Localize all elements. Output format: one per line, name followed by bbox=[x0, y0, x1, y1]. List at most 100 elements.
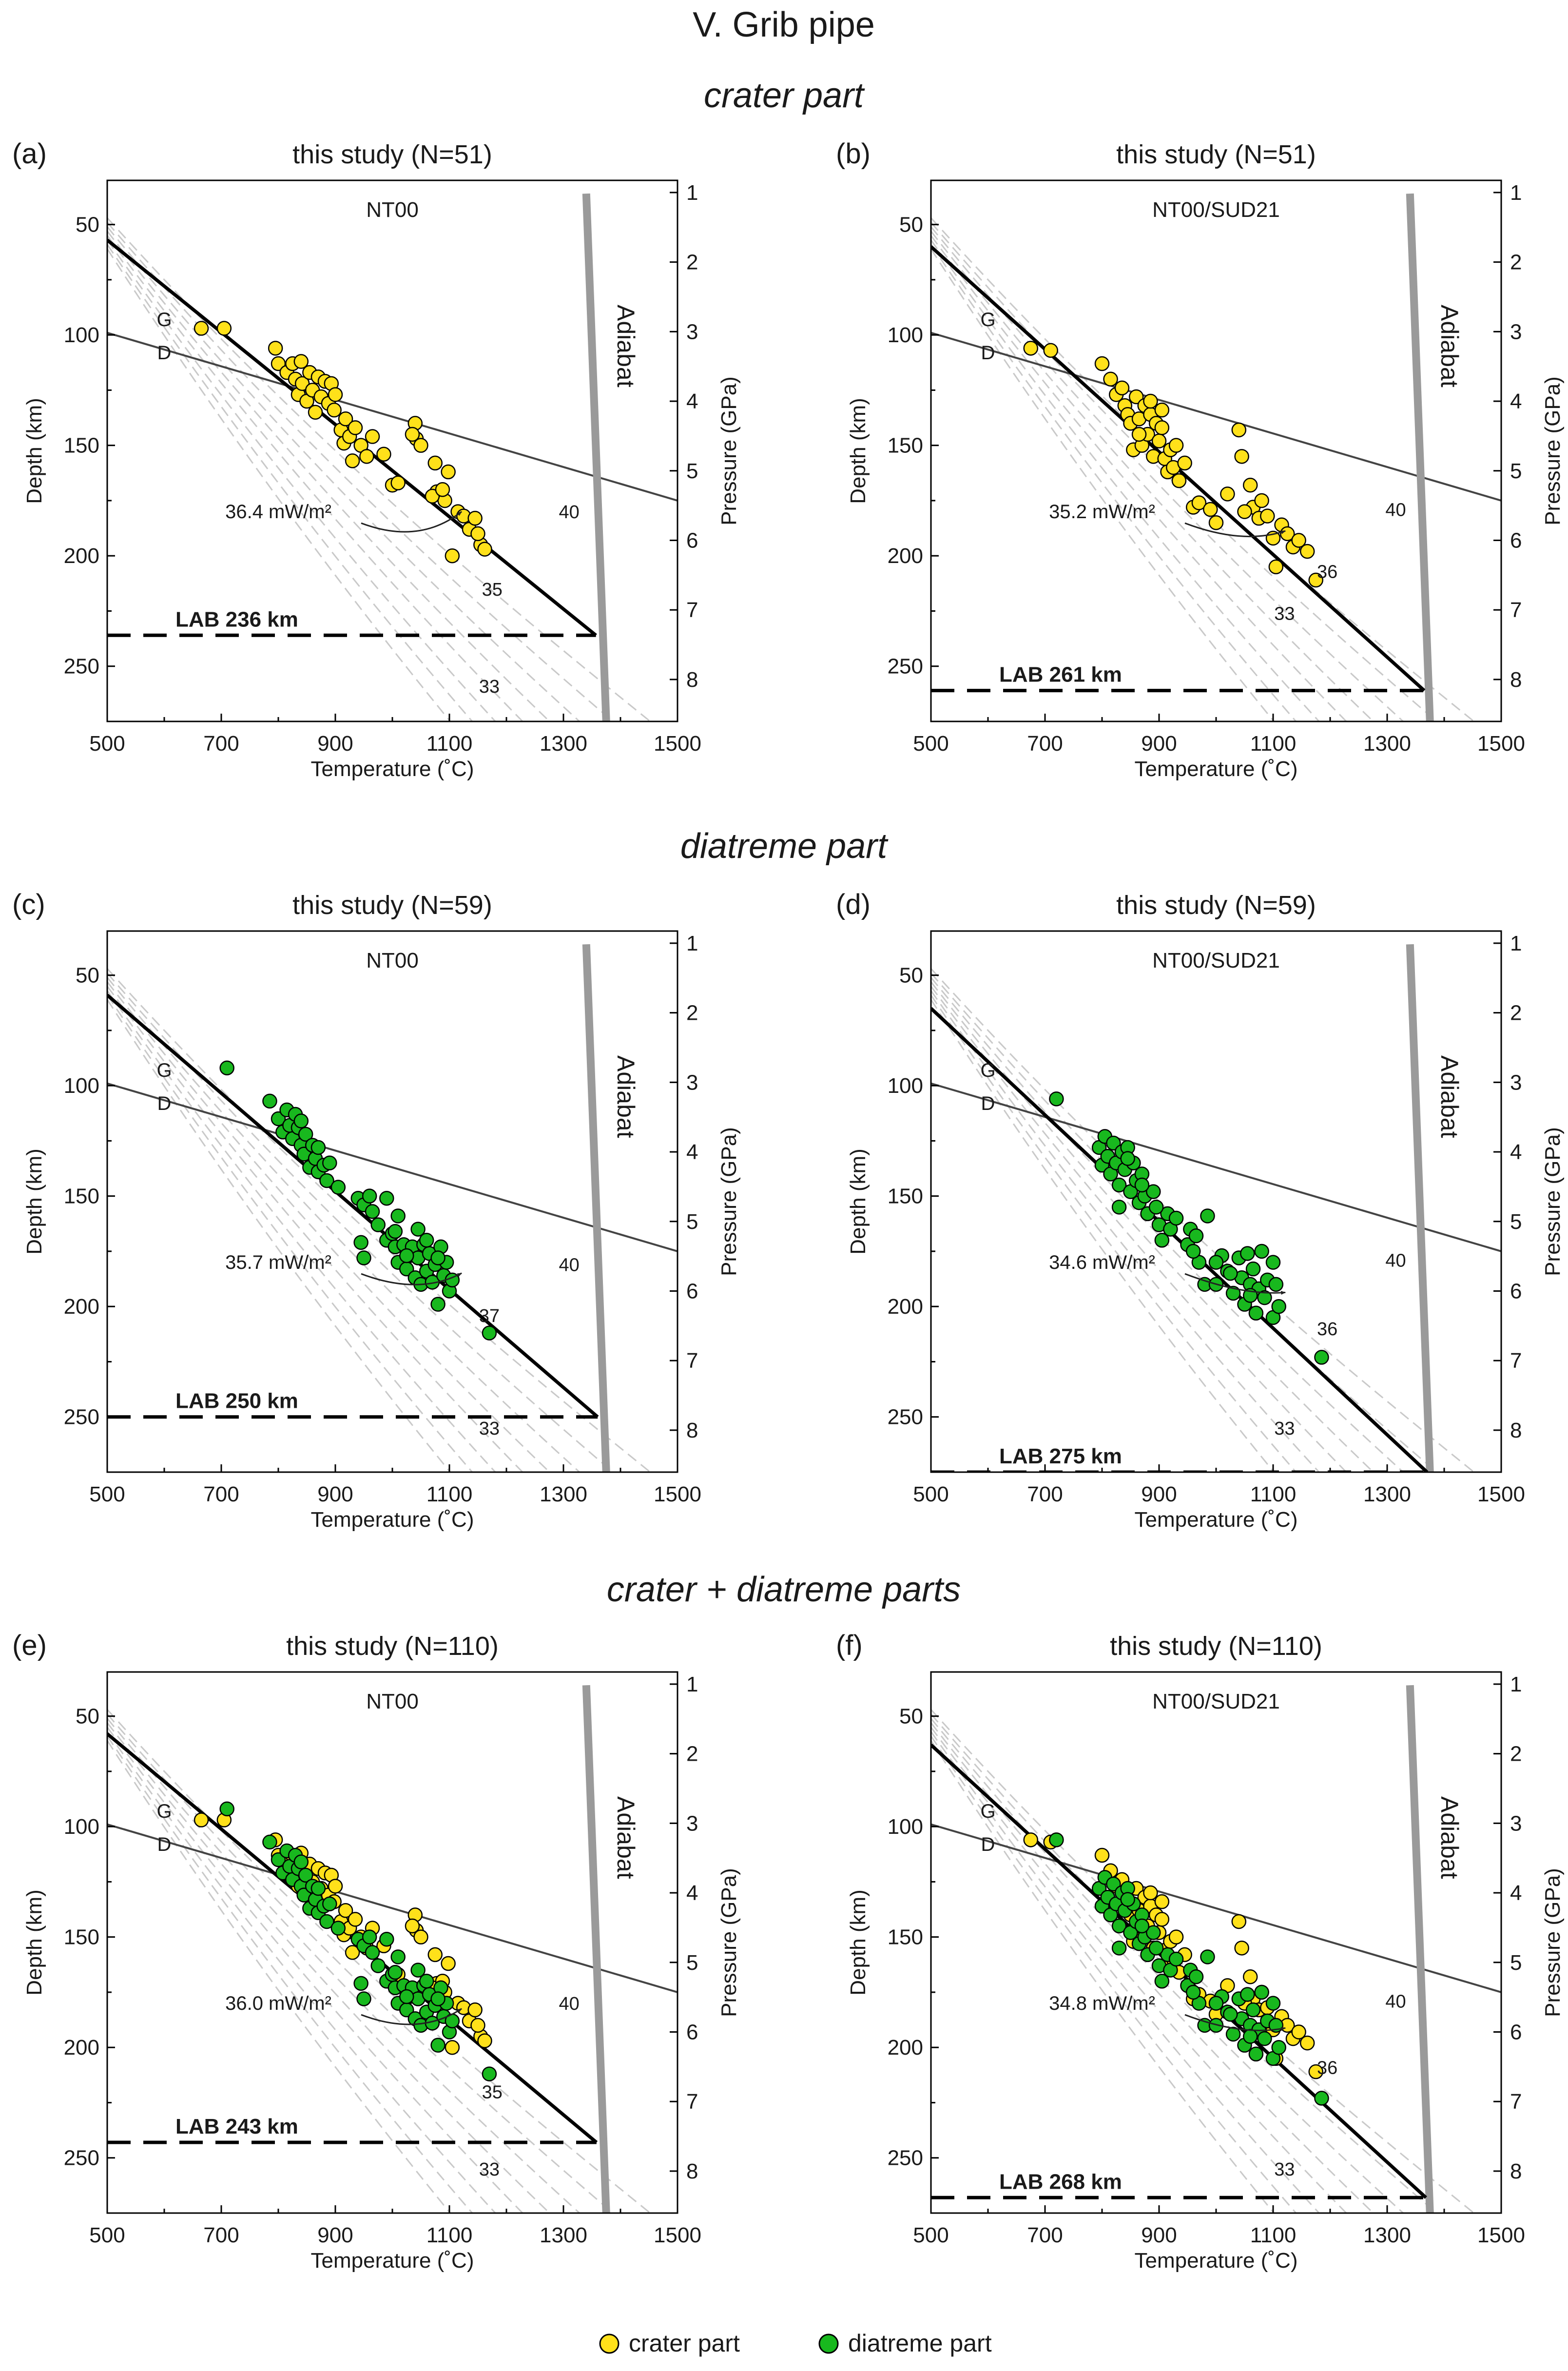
reference-geotherm-line bbox=[107, 235, 524, 721]
data-point bbox=[338, 411, 353, 427]
reference-geotherm-line bbox=[107, 1727, 524, 2213]
y-tick-label: 200 bbox=[888, 1295, 923, 1319]
data-point bbox=[387, 1964, 403, 1980]
y-tick-label: 50 bbox=[76, 213, 99, 237]
data-point bbox=[1268, 1277, 1284, 1292]
data-point bbox=[262, 1093, 277, 1109]
data-point bbox=[328, 387, 343, 402]
data-point bbox=[319, 1914, 334, 1929]
y2-axis-label: Pressure (GPa) bbox=[1541, 1868, 1565, 2017]
heat-flow-label: 35.2 mW/m² bbox=[1049, 501, 1155, 523]
adiabat-label: Adiabat bbox=[1436, 305, 1463, 388]
x-tick-label: 1300 bbox=[1363, 2223, 1411, 2247]
y-tick-label: 250 bbox=[64, 2146, 99, 2170]
y2-tick-label: 2 bbox=[686, 1001, 698, 1025]
data-point bbox=[430, 2038, 445, 2053]
data-point bbox=[1106, 1876, 1121, 1892]
plot-area bbox=[107, 944, 678, 1472]
reference-geotherm-line bbox=[107, 990, 497, 1472]
data-point bbox=[1168, 438, 1184, 453]
x-tick-label: 1100 bbox=[426, 1482, 473, 1506]
data-point bbox=[1225, 2026, 1241, 2042]
x-tick-label: 900 bbox=[1141, 1482, 1177, 1506]
data-point bbox=[1049, 1091, 1064, 1107]
diamond-label: D bbox=[157, 1093, 172, 1114]
legend-marker-diatreme bbox=[818, 2333, 839, 2354]
y2-tick-label: 1 bbox=[686, 932, 698, 955]
data-point bbox=[322, 1155, 337, 1170]
data-point bbox=[271, 1111, 286, 1127]
data-point bbox=[1177, 455, 1192, 471]
y-tick-label: 200 bbox=[64, 1295, 99, 1319]
y-axis-label: Depth (km) bbox=[22, 1889, 46, 1996]
data-point bbox=[1231, 422, 1247, 438]
data-point bbox=[376, 447, 391, 462]
graphite-diamond-line bbox=[931, 331, 1501, 502]
data-point bbox=[298, 1127, 313, 1142]
x-tick-label: 700 bbox=[203, 2223, 239, 2247]
y2-tick-label: 5 bbox=[686, 459, 698, 483]
adiabat-line bbox=[1406, 1685, 1434, 2213]
data-point bbox=[1128, 389, 1144, 405]
reference-geotherm-line bbox=[931, 990, 1320, 1472]
reference-geotherm-line bbox=[107, 1718, 581, 2213]
x-tick-label: 1300 bbox=[540, 1482, 587, 1506]
x-tick-label: 900 bbox=[317, 2223, 353, 2247]
x-axis-label: Temperature (˚C) bbox=[311, 757, 474, 781]
reference-geotherm-line bbox=[107, 248, 451, 721]
data-point bbox=[1168, 1929, 1184, 1944]
data-point bbox=[1154, 1894, 1170, 1909]
heat-flow-label: 34.8 mW/m² bbox=[1049, 1993, 1155, 2014]
legend-label-crater: crater part bbox=[629, 2330, 740, 2357]
data-point bbox=[219, 1060, 234, 1076]
data-point bbox=[365, 429, 380, 444]
data-point bbox=[419, 1974, 434, 1989]
lab-label: LAB 250 km bbox=[175, 1389, 298, 1413]
data-point bbox=[1291, 2024, 1306, 2040]
reference-geotherm-line bbox=[931, 1727, 1348, 2213]
y-tick-label: 100 bbox=[888, 323, 923, 347]
data-point bbox=[1223, 2006, 1238, 2022]
x-tick-label: 1300 bbox=[540, 2223, 587, 2247]
reference-geotherm-label: 35 bbox=[482, 580, 503, 600]
x-tick-label: 1100 bbox=[1250, 2223, 1297, 2247]
data-point bbox=[1242, 1969, 1258, 1984]
x-tick-label: 500 bbox=[89, 2223, 125, 2247]
reference-geotherm-line bbox=[931, 986, 1348, 1472]
panel-title: this study (N=59) bbox=[1116, 891, 1316, 920]
data-point bbox=[1103, 371, 1118, 387]
data-point bbox=[470, 2018, 485, 2033]
reference-geotherm-line bbox=[931, 1740, 1275, 2213]
heat-flow-label: 34.6 mW/m² bbox=[1049, 1252, 1155, 1273]
reference-geotherm-line bbox=[107, 1709, 652, 2213]
y2-tick-label: 2 bbox=[686, 1742, 698, 1766]
graphite-diamond-line bbox=[931, 1082, 1501, 1252]
data-point bbox=[1220, 486, 1235, 502]
data-point bbox=[1254, 1984, 1269, 2000]
x-axis-label: Temperature (˚C) bbox=[1135, 757, 1298, 781]
y2-tick-label: 6 bbox=[686, 1279, 698, 1303]
data-point bbox=[362, 1188, 377, 1204]
data-point bbox=[1154, 1912, 1170, 1927]
reference-geotherm-line bbox=[107, 1731, 497, 2213]
y-tick-label: 250 bbox=[888, 655, 923, 679]
data-point bbox=[1240, 1987, 1255, 2002]
legend-label-diatreme: diatreme part bbox=[848, 2330, 992, 2357]
y2-tick-label: 8 bbox=[1510, 1419, 1522, 1442]
data-point bbox=[362, 1929, 377, 1944]
panel-title: this study (N=51) bbox=[292, 140, 492, 169]
y2-tick-label: 5 bbox=[1510, 1210, 1522, 1234]
y2-tick-label: 1 bbox=[686, 181, 698, 205]
panel-id: (c) bbox=[12, 889, 45, 920]
data-point bbox=[1120, 1892, 1135, 1907]
y-tick-label: 150 bbox=[888, 1925, 923, 1949]
data-point bbox=[413, 438, 428, 453]
data-point bbox=[310, 1140, 326, 1155]
data-point bbox=[390, 475, 406, 490]
data-point bbox=[1208, 515, 1224, 530]
y2-tick-label: 7 bbox=[686, 2090, 698, 2114]
data-point bbox=[1148, 1941, 1164, 1956]
panel-f: 500 700 900 1100 1300 1500 50 100 150 200 250 1 2 3 4 5… bbox=[836, 1630, 1565, 2273]
data-point bbox=[345, 1945, 360, 1960]
data-point bbox=[1308, 2064, 1323, 2079]
